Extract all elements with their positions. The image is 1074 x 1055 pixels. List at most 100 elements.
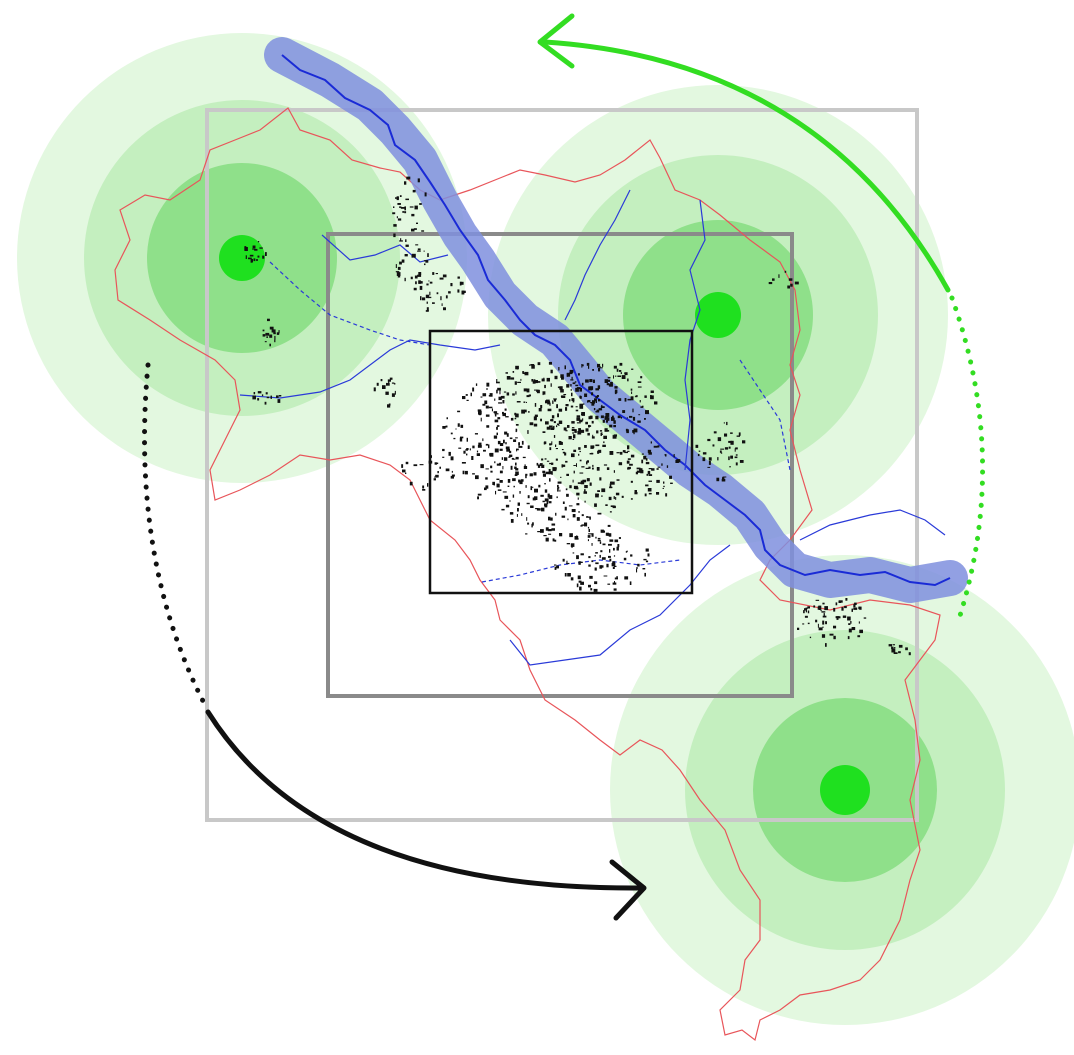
building (395, 264, 397, 268)
building (266, 396, 270, 399)
building (533, 423, 538, 427)
building (908, 652, 911, 656)
building (859, 629, 863, 634)
building (670, 482, 673, 484)
building (532, 522, 534, 526)
building (457, 289, 460, 293)
building (650, 390, 654, 393)
building (490, 470, 493, 473)
building (646, 411, 648, 413)
building (538, 408, 542, 412)
building (614, 389, 618, 394)
building (422, 485, 425, 489)
building (594, 589, 596, 592)
building (521, 479, 524, 482)
building (551, 415, 555, 419)
building (556, 565, 559, 569)
building (560, 389, 564, 393)
building (673, 454, 675, 458)
building (563, 394, 567, 395)
building (396, 272, 401, 276)
building (548, 469, 551, 472)
building (595, 552, 598, 554)
frame-outer (205, 108, 919, 822)
building (579, 388, 582, 392)
building (665, 493, 668, 497)
building (537, 531, 541, 533)
building (600, 406, 605, 408)
building (531, 379, 534, 382)
building (603, 575, 608, 577)
building (557, 484, 559, 488)
building (609, 511, 612, 513)
building (528, 394, 531, 397)
building (723, 422, 725, 424)
building (721, 478, 726, 482)
building (508, 456, 511, 458)
building (618, 537, 621, 539)
building (399, 206, 402, 208)
building (496, 425, 500, 427)
building (614, 577, 618, 580)
building (566, 493, 569, 497)
building (480, 396, 483, 398)
building (579, 450, 581, 453)
building (529, 422, 534, 426)
building (536, 389, 540, 394)
building (496, 379, 498, 383)
building (597, 490, 600, 492)
building (382, 385, 386, 389)
building (898, 644, 903, 648)
building (607, 583, 611, 585)
building (537, 381, 541, 383)
building (488, 444, 490, 449)
building (633, 430, 635, 435)
building (837, 616, 841, 619)
building (548, 471, 553, 475)
building (717, 457, 719, 461)
building (262, 255, 265, 259)
building (414, 205, 418, 210)
building (626, 417, 628, 419)
building (576, 463, 577, 467)
building (516, 514, 518, 517)
building (445, 295, 448, 299)
building (523, 466, 528, 469)
building (630, 554, 633, 557)
building (544, 489, 548, 493)
building (496, 483, 500, 488)
building (587, 535, 591, 538)
building (442, 448, 445, 452)
building (599, 430, 603, 432)
building (401, 259, 405, 263)
building (547, 493, 550, 498)
building (586, 478, 590, 482)
building (639, 468, 643, 471)
building (501, 508, 505, 511)
tributary-southwest (509, 544, 731, 666)
building (571, 509, 576, 513)
building (415, 281, 417, 285)
green-core (695, 292, 741, 338)
building (584, 489, 586, 493)
building (549, 478, 551, 482)
building (567, 518, 569, 521)
building (858, 606, 861, 610)
building (459, 437, 463, 442)
building (416, 222, 418, 224)
building (636, 467, 641, 470)
building-footprints (244, 176, 911, 656)
building (480, 464, 484, 469)
building (587, 400, 589, 403)
building (462, 396, 466, 400)
building (512, 371, 515, 373)
building (397, 203, 401, 205)
building (807, 610, 810, 614)
building (405, 239, 407, 242)
building (697, 453, 700, 457)
building (505, 504, 510, 508)
building (790, 283, 793, 287)
building (418, 272, 422, 275)
building (630, 480, 633, 483)
building (435, 474, 439, 478)
